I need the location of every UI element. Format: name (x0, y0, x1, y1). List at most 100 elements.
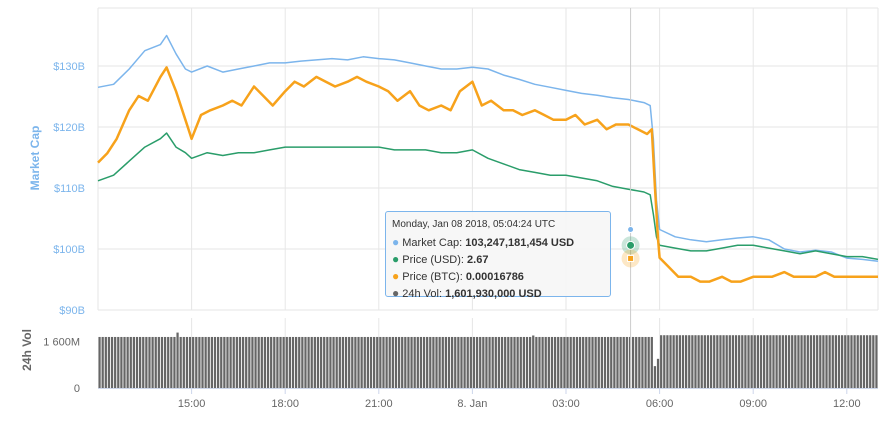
volume-bar (728, 335, 731, 388)
x-tick-label: 18:00 (271, 398, 299, 410)
volume-bar (607, 336, 610, 388)
volume-bar (681, 335, 685, 388)
volume-bar (772, 335, 775, 388)
tooltip-date: Monday, Jan 08 2018, 05:04:24 UTC (392, 219, 556, 230)
volume-bar (145, 336, 148, 388)
volume-bar (101, 336, 104, 388)
volume-bar (744, 335, 747, 388)
volume-bar (179, 336, 182, 388)
volume-bar (217, 336, 220, 388)
volume-bar (226, 336, 229, 388)
volume-bar (694, 335, 697, 388)
y-tick-label: $120B (53, 122, 85, 134)
volume-bar (678, 335, 682, 388)
volume-bar (713, 335, 716, 388)
volume-bar (351, 336, 354, 388)
volume-bar (282, 336, 285, 388)
volume-bar (781, 335, 784, 388)
volume-bar (722, 335, 725, 388)
volume-bar (273, 336, 276, 388)
volume-bar (142, 336, 145, 388)
volume-bar (432, 336, 435, 388)
volume-bar (263, 336, 267, 388)
volume-bar (719, 335, 722, 388)
volume-bar (822, 335, 825, 388)
volume-bar (117, 336, 120, 388)
volume-bar (819, 335, 822, 388)
grid (97, 7, 879, 389)
volume-bar (800, 335, 803, 388)
volume-bar (341, 336, 345, 388)
tooltip-row-price-usd: ● Price (USD): 2.67 (392, 252, 489, 266)
x-tick-label: 09:00 (739, 398, 767, 410)
volume-bar (279, 336, 282, 388)
y-tick-label: $100B (53, 244, 85, 256)
volume-bar (232, 336, 235, 388)
volume-bar (238, 336, 242, 388)
volume-bar (394, 336, 398, 388)
volume-bar (460, 336, 463, 388)
volume-bar (388, 336, 391, 388)
volume-bar (628, 336, 632, 388)
volume-bar (653, 366, 657, 389)
volume-tick-label: 0 (74, 383, 80, 395)
x-tick-label: 21:00 (365, 398, 393, 410)
bullet-icon: ● (392, 269, 400, 283)
volume-bar (619, 336, 622, 388)
x-tick-label: 03:00 (552, 398, 580, 410)
volume-bar (641, 336, 644, 388)
volume-bar (441, 336, 444, 388)
volume-bar (438, 336, 441, 388)
volume-bar (313, 336, 316, 388)
volume-bar (647, 336, 650, 388)
y-axis-ticks: $90B $100B $110B $120B $130B (53, 61, 85, 317)
volume-bar (828, 335, 831, 388)
volume-bar (422, 336, 426, 388)
tooltip-row-volume: ● 24h Vol: 1,601,930,000 USD (392, 286, 542, 300)
volume-bar (332, 336, 335, 388)
volume-bar (276, 336, 279, 388)
volume-bar (288, 336, 292, 388)
x-axis-ticks: 15:00 18:00 21:00 8. Jan 03:00 06:00 09:00 12:0… (178, 388, 861, 410)
volume-bar (519, 336, 522, 388)
volume-bar (266, 336, 270, 388)
volume-bar (307, 336, 310, 388)
volume-bar (373, 336, 376, 388)
volume-bar (295, 336, 298, 388)
volume-bar (759, 335, 763, 388)
volume-bar (182, 336, 185, 388)
volume-bar (872, 335, 875, 388)
volume-bar (544, 336, 547, 388)
volume-bar (466, 336, 469, 388)
volume-bar (410, 336, 413, 388)
volume-bar (675, 335, 678, 388)
volume-bar (778, 335, 781, 388)
volume-bar (204, 336, 207, 388)
volume-bar (650, 336, 653, 388)
volume-bar (463, 336, 466, 388)
volume-bar (391, 336, 394, 388)
volume-bar (850, 335, 853, 388)
volume-bar (316, 336, 320, 388)
volume-bar (135, 336, 139, 388)
volume-axis-ticks: 0 1 600M (43, 336, 80, 395)
volume-bar (195, 336, 198, 388)
volume-bar (666, 335, 669, 388)
volume-bar (435, 336, 438, 388)
volume-tick-label: 1 600M (43, 336, 80, 348)
volume-bar (176, 332, 179, 388)
volume-bar (631, 336, 635, 388)
volume-bar (731, 335, 735, 388)
volume-bar (497, 336, 501, 388)
volume-bar (809, 335, 813, 388)
volume-bar (472, 336, 476, 388)
volume-bar (479, 336, 482, 388)
volume-bar (260, 336, 263, 388)
volume-bar (407, 336, 410, 388)
volume-bar (366, 336, 370, 388)
volume-bar (862, 335, 866, 388)
volume-bar (104, 336, 107, 388)
volume-bar (192, 336, 195, 388)
volume-bar (747, 335, 750, 388)
